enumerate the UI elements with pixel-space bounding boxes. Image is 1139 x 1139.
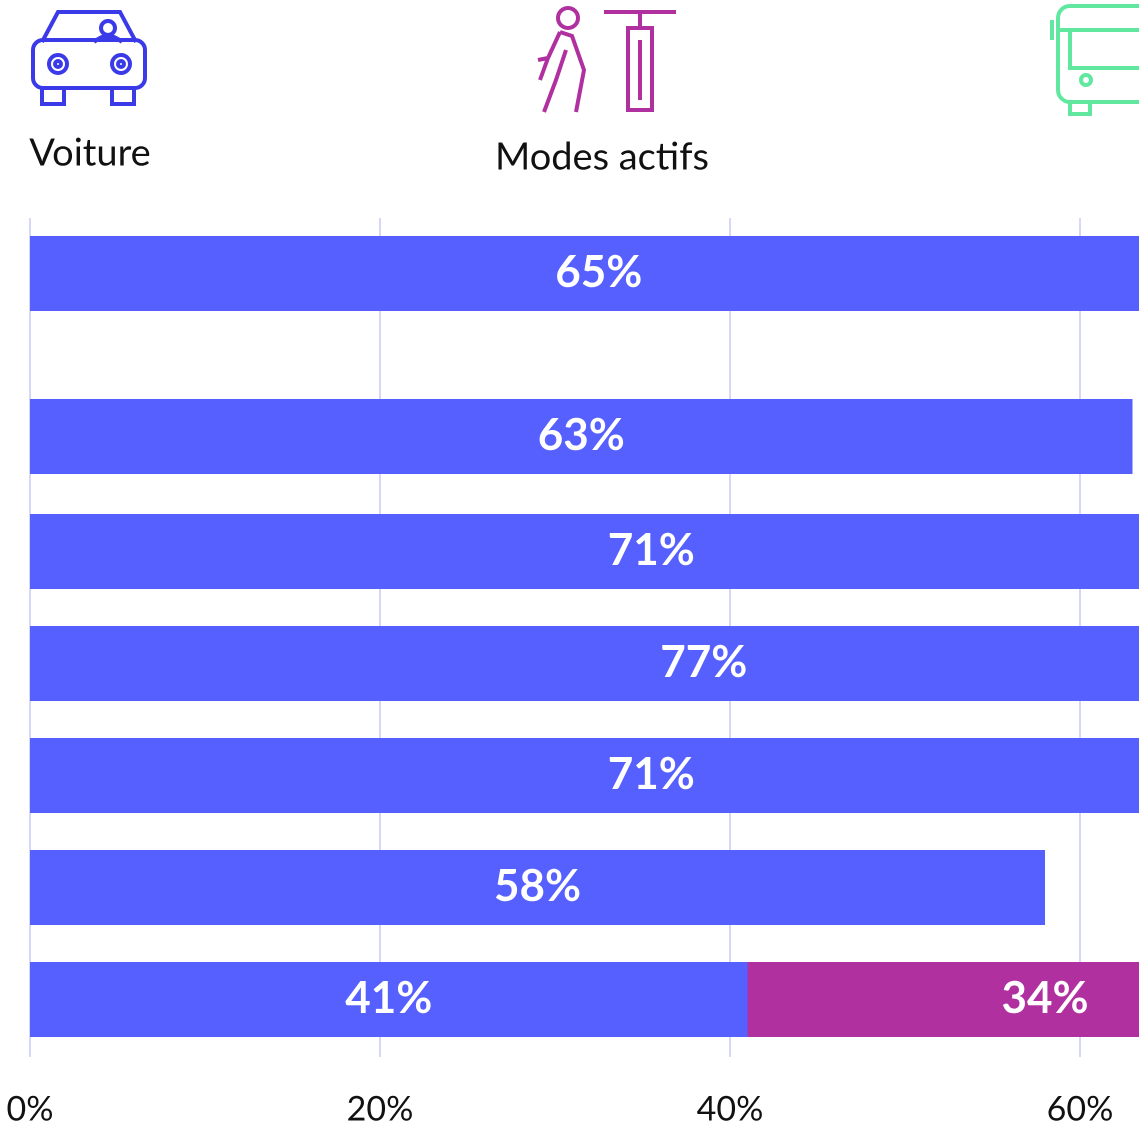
- x-tick-label: 40%: [697, 1088, 764, 1129]
- bar: [30, 962, 748, 1037]
- car-icon: [31, 10, 147, 106]
- value-label: 71%: [608, 747, 695, 799]
- bar: [30, 850, 1045, 925]
- value-label: 63%: [538, 408, 625, 460]
- value-label: 58%: [494, 859, 581, 911]
- x-tick-label: 60%: [1047, 1088, 1114, 1129]
- x-tick-label: 0%: [7, 1088, 54, 1129]
- bar: [747, 962, 1139, 1037]
- value-label: 71%: [608, 523, 695, 575]
- bar: [30, 514, 1139, 589]
- bar: [30, 626, 1139, 701]
- value-label: 77%: [660, 635, 747, 687]
- active-modes-icon: [537, 6, 676, 113]
- value-label: 41%: [345, 971, 432, 1023]
- bar: [30, 738, 1139, 813]
- legend-label: Voiture: [29, 129, 150, 175]
- bus-icon: [1050, 4, 1139, 116]
- legend-label: Modes actifs: [495, 133, 709, 179]
- bar: [30, 236, 1139, 311]
- value-label: 65%: [555, 245, 642, 297]
- value-label: 34%: [1001, 971, 1088, 1023]
- x-tick-label: 20%: [347, 1088, 414, 1129]
- bar: [30, 399, 1133, 474]
